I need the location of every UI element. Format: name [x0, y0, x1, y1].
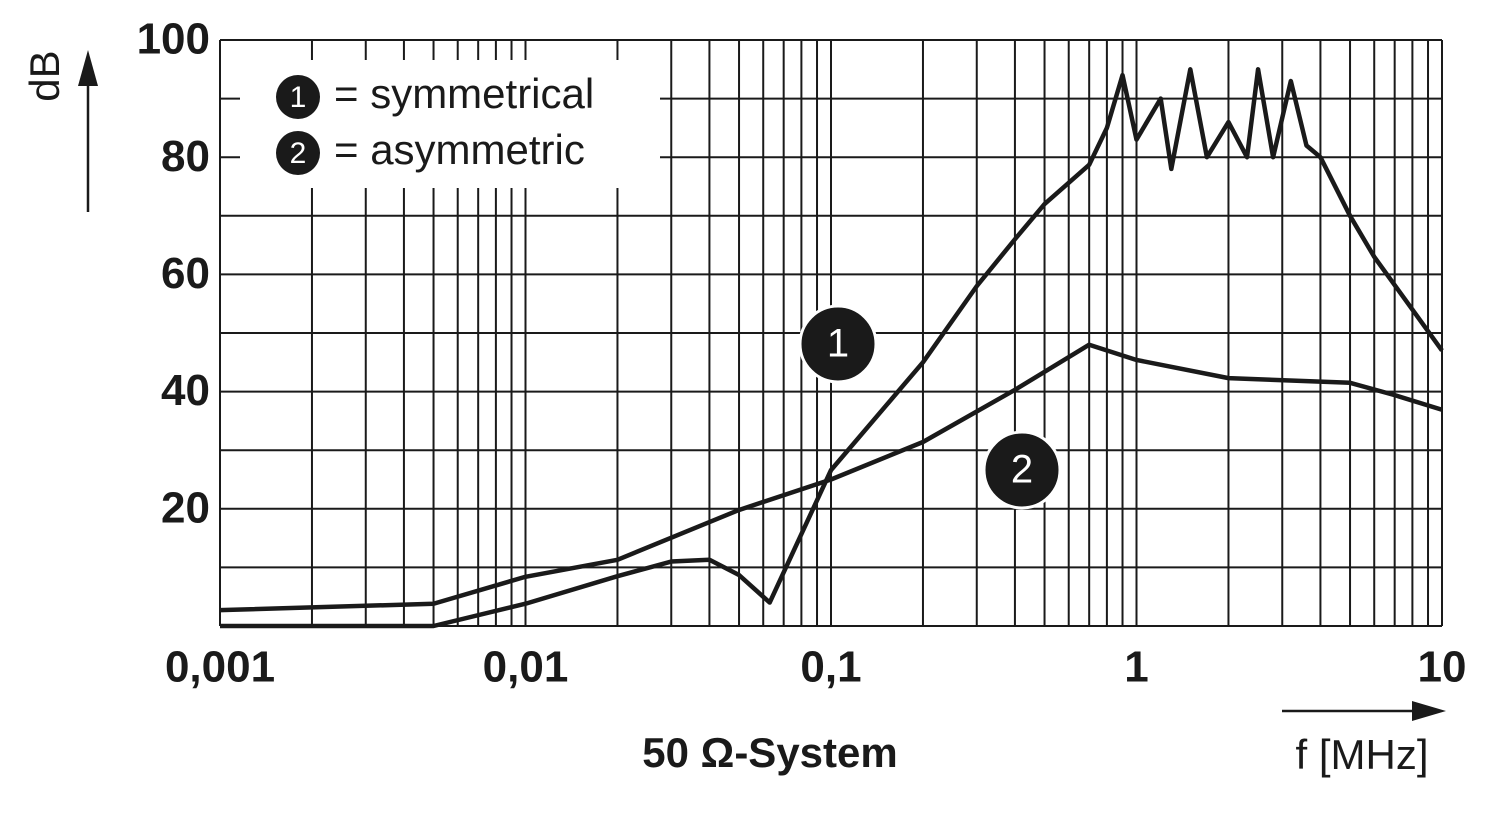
series-line [220, 67, 1444, 629]
legend-marker-label: 1 [290, 81, 307, 114]
legend-label: = symmetrical [334, 70, 594, 117]
y-tick-label: 80 [161, 132, 210, 181]
lines [219, 67, 1444, 629]
series-line [219, 342, 1443, 613]
labels: 12 [798, 304, 1062, 510]
legend-marker-label: 2 [290, 137, 307, 170]
legend-label: = asymmetric [334, 126, 585, 173]
curve-marker-label: 1 [827, 322, 849, 366]
legend: 1 = symmetrical 2 = asymmetric [276, 70, 594, 175]
y-arrow-head [78, 50, 98, 86]
curve-marker [982, 430, 1062, 510]
x-arrow-head [1412, 701, 1446, 721]
x-axis-label: f [MHz] [1296, 731, 1429, 778]
y-tick-label: 60 [161, 249, 210, 298]
y-axis-label: dB [21, 50, 68, 101]
y-tick-label: 20 [161, 483, 210, 532]
x-tick-label: 0,001 [165, 643, 275, 692]
legend-marker [276, 131, 320, 175]
x-tick-label: 0,1 [800, 643, 861, 692]
x-tick-label: 0,01 [483, 643, 569, 692]
caption: 50 Ω-System [642, 729, 897, 776]
curve-marker-label: 2 [1011, 448, 1033, 492]
y-tick-label: 100 [137, 15, 210, 64]
curve-marker [798, 304, 878, 384]
x-tick-label: 10 [1418, 643, 1467, 692]
y-tick-label: 40 [161, 366, 210, 415]
x-tick-label: 1 [1124, 643, 1148, 692]
legend-marker [276, 75, 320, 119]
